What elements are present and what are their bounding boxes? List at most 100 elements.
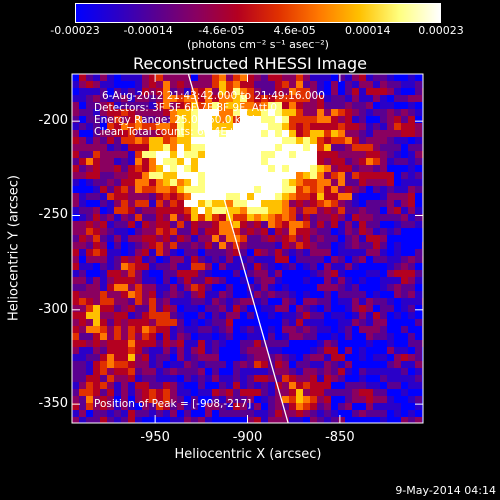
heatmap-cell [170,361,177,368]
heatmap-cell [212,326,219,333]
heatmap-cell [359,200,366,207]
heatmap-cell [373,319,380,326]
heatmap-cell [408,88,415,95]
heatmap-cell [261,158,268,165]
heatmap-cell [296,172,303,179]
heatmap-cell [177,137,184,144]
heatmap-cell [247,123,254,130]
heatmap-cell [275,242,282,249]
heatmap-cell [408,193,415,200]
heatmap-cell [387,347,394,354]
heatmap-cell [184,172,191,179]
heatmap-cell [268,193,275,200]
heatmap-cell [233,116,240,123]
heatmap-cell [317,347,324,354]
heatmap-cell [366,375,373,382]
heatmap-cell [72,109,79,116]
heatmap-cell [401,221,408,228]
heatmap-cell [107,410,114,417]
heatmap-cell [114,242,121,249]
heatmap-cell [212,74,219,81]
heatmap-cell [205,410,212,417]
heatmap-cell [121,88,128,95]
heatmap-cell [128,130,135,137]
heatmap-cell [233,81,240,88]
heatmap-cell [142,270,149,277]
heatmap-cell [121,410,128,417]
heatmap-cell [135,74,142,81]
heatmap-cell [107,319,114,326]
heatmap-cell [233,256,240,263]
heatmap-cell [205,368,212,375]
heatmap-cell [170,179,177,186]
heatmap-cell [156,88,163,95]
heatmap-cell [268,291,275,298]
heatmap-cell [338,242,345,249]
heatmap-cell [331,270,338,277]
heatmap-cell [240,312,247,319]
heatmap-cell [359,179,366,186]
heatmap-cell [135,368,142,375]
heatmap-cell [149,158,156,165]
heatmap-cell [149,74,156,81]
heatmap-cell [93,277,100,284]
heatmap-cell [163,389,170,396]
heatmap-cell [380,144,387,151]
heatmap-cell [107,361,114,368]
heatmap-cell [310,193,317,200]
heatmap-cell [100,382,107,389]
heatmap-cell [177,375,184,382]
heatmap-cell [331,158,338,165]
heatmap-cell [338,214,345,221]
heatmap-cell [408,417,415,423]
heatmap-cell [338,340,345,347]
heatmap-cell [247,270,254,277]
heatmap-cell [254,347,261,354]
heatmap-cell [212,186,219,193]
heatmap-cell [401,214,408,221]
heatmap-cell [310,284,317,291]
heatmap-cell [86,207,93,214]
heatmap-cell [219,130,226,137]
heatmap-cell [317,221,324,228]
heatmap-cell [149,242,156,249]
heatmap-cell [394,186,401,193]
heatmap-cell [191,158,198,165]
heatmap-cell [135,109,142,116]
heatmap-cell [408,102,415,109]
heatmap-cell [163,144,170,151]
heatmap-cell [114,144,121,151]
heatmap-cell [373,116,380,123]
heatmap-cell [296,403,303,410]
heatmap-cell [261,312,268,319]
heatmap-cell [408,144,415,151]
heatmap-cell [373,102,380,109]
heatmap-cell [345,214,352,221]
heatmap-cell [156,375,163,382]
heatmap-cell [135,158,142,165]
heatmap-cell [380,151,387,158]
heatmap-cell [191,277,198,284]
heatmap-cell [219,312,226,319]
heatmap-cell [135,235,142,242]
heatmap-cell [275,417,282,423]
heatmap-cell [394,256,401,263]
heatmap-cell [296,130,303,137]
heatmap-cell [394,151,401,158]
heatmap-cell [247,291,254,298]
heatmap-cell [142,165,149,172]
heatmap-cell [394,326,401,333]
heatmap-cell [163,340,170,347]
heatmap-cell [121,375,128,382]
heatmap-cell [135,263,142,270]
heatmap-cell [338,207,345,214]
heatmap-cell [415,95,422,102]
heatmap-cell [352,144,359,151]
heatmap-cell [107,375,114,382]
heatmap-cell [240,109,247,116]
heatmap-cell [233,172,240,179]
heatmap-cell [205,256,212,263]
heatmap-cell [345,137,352,144]
heatmap-cell [72,137,79,144]
heatmap-cell [296,291,303,298]
